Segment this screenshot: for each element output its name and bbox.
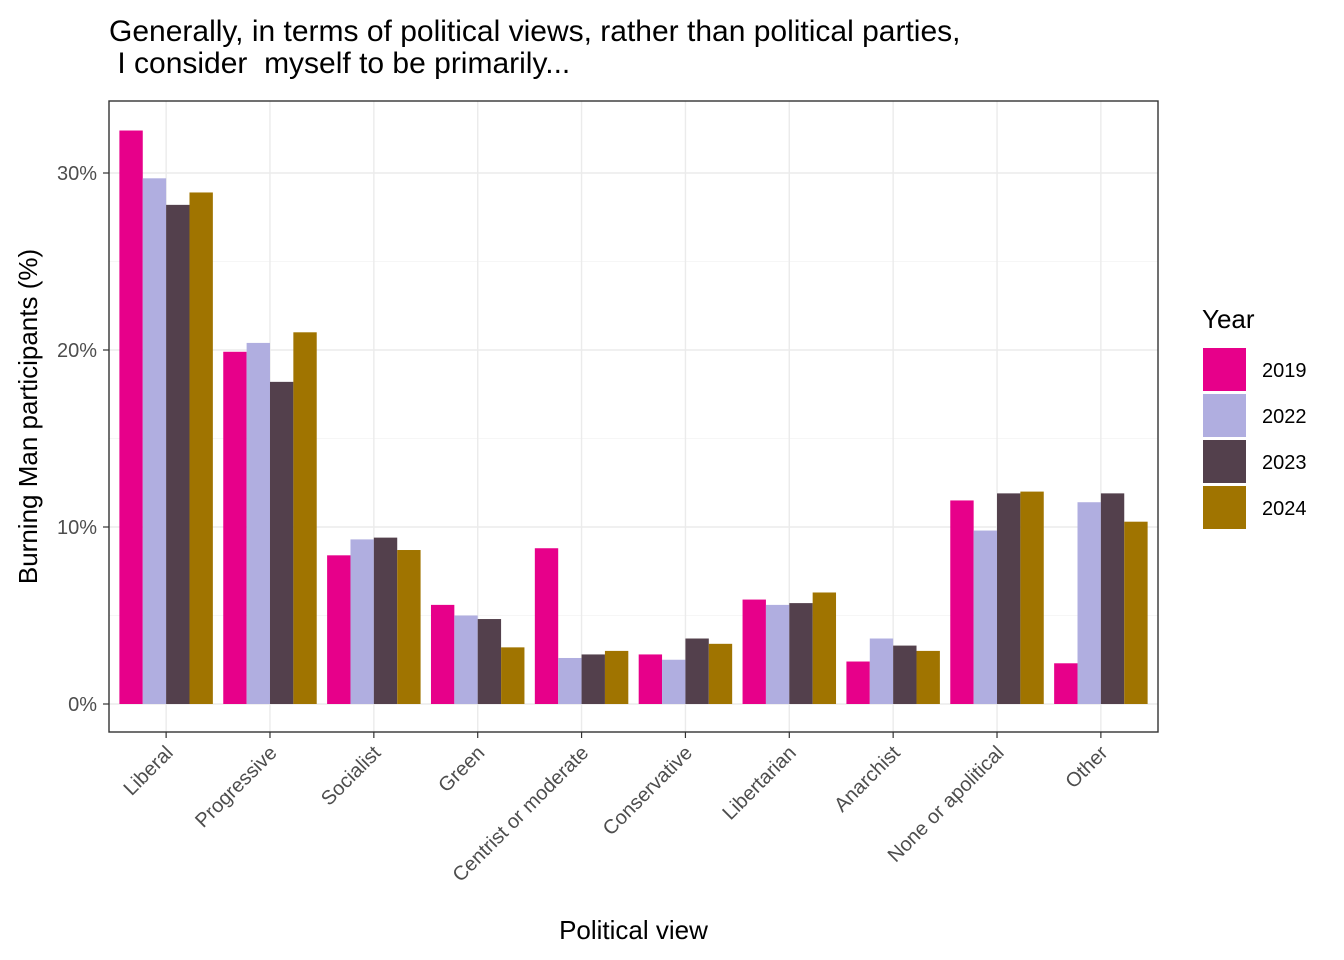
chart-title: Generally, in terms of political views, … [109,15,960,80]
bar-2024-conservative [708,643,733,704]
bar-2023-progressive [269,381,294,704]
legend-key-2022 [1203,394,1246,437]
x-tick-label: Other [1061,742,1112,793]
bar-2019-centrist-or-moderate [534,548,559,704]
bar-2022-socialist [350,539,374,704]
bar-2022-anarchist [869,638,894,704]
bar-2022-other [1077,502,1101,704]
x-tick-label: Socialist [317,742,386,811]
bar-2023-centrist-or-moderate [581,654,605,704]
bar-2019-conservative [638,654,663,704]
bar-2019-none-or-apolitical [950,500,974,704]
bar-2022-centrist-or-moderate [558,657,582,704]
bar-2023-liberal [166,204,190,705]
x-tick-label: Conservative [599,742,697,840]
panel-border [108,100,1159,733]
x-tick-label: Green [434,742,489,797]
legend: Year 2019 2022 2023 2024 [1202,304,1307,529]
bar-2024-liberal [189,192,213,704]
chart-title-line: I consider myself to be primarily... [109,47,570,80]
bar-2022-green [454,615,478,704]
y-axis-title: Burning Man participants (%) [13,249,43,584]
x-tick-label: Libertarian [718,742,800,824]
legend-label-2022: 2022 [1262,406,1307,428]
bar-2024-green [501,647,525,704]
bar-2023-none-or-apolitical [997,493,1021,704]
bar-2019-progressive [223,351,247,704]
legend-key-2023 [1203,440,1246,483]
bar-2022-progressive [246,342,270,704]
x-axis: Liberal Progressive Socialist GreenCentrist… [120,732,1113,886]
bar-2024-libertarian [812,592,837,704]
y-tick-label: 20% [57,340,97,362]
y-tick-label: 10% [57,517,97,539]
bar-2023-libertarian [789,603,813,704]
legend-key-2024 [1203,486,1246,529]
legend-label-2019: 2019 [1262,360,1307,382]
legend-key-2019 [1203,348,1246,391]
legend-label-2023: 2023 [1262,452,1307,474]
bar-2022-libertarian [765,604,790,704]
bar-2024-none-or-apolitical [1020,491,1044,704]
y-tick-label: 0% [68,694,97,716]
legend-title: Year [1202,304,1255,334]
bar-2019-green [430,604,455,704]
y-axis: 0% 10% 20% 30% [57,163,109,716]
x-tick-label: Anarchist [830,742,905,817]
bar-2023-socialist [373,537,398,704]
x-axis-title: Political view [559,915,708,945]
bar-2019-socialist [327,555,351,704]
y-tick-label: 30% [57,163,97,185]
bar-2019-other [1054,663,1078,704]
bar-2022-none-or-apolitical [973,530,998,704]
bars [119,130,1148,705]
bar-2024-centrist-or-moderate [604,650,629,704]
bar-2022-liberal [142,178,167,704]
x-tick-label: Progressive [191,742,281,832]
bar-2023-green [477,619,502,704]
bar-2023-other [1100,493,1125,704]
bar-2019-anarchist [846,661,870,704]
bar-2024-socialist [397,550,421,704]
bar-2023-anarchist [893,645,917,704]
bar-2019-liberal [119,130,143,704]
bar-2023-conservative [685,638,709,704]
bar-2019-libertarian [742,599,766,704]
x-tick-label: Liberal [120,742,178,800]
chart-title-line: Generally, in terms of political views, … [109,15,960,48]
x-tick-label: None or apolitical [884,742,1009,867]
legend-label-2024: 2024 [1262,498,1307,520]
bar-2022-conservative [662,659,686,704]
bar-2024-anarchist [916,650,940,704]
bar-2024-other [1124,521,1148,704]
bar-2024-progressive [293,332,317,704]
